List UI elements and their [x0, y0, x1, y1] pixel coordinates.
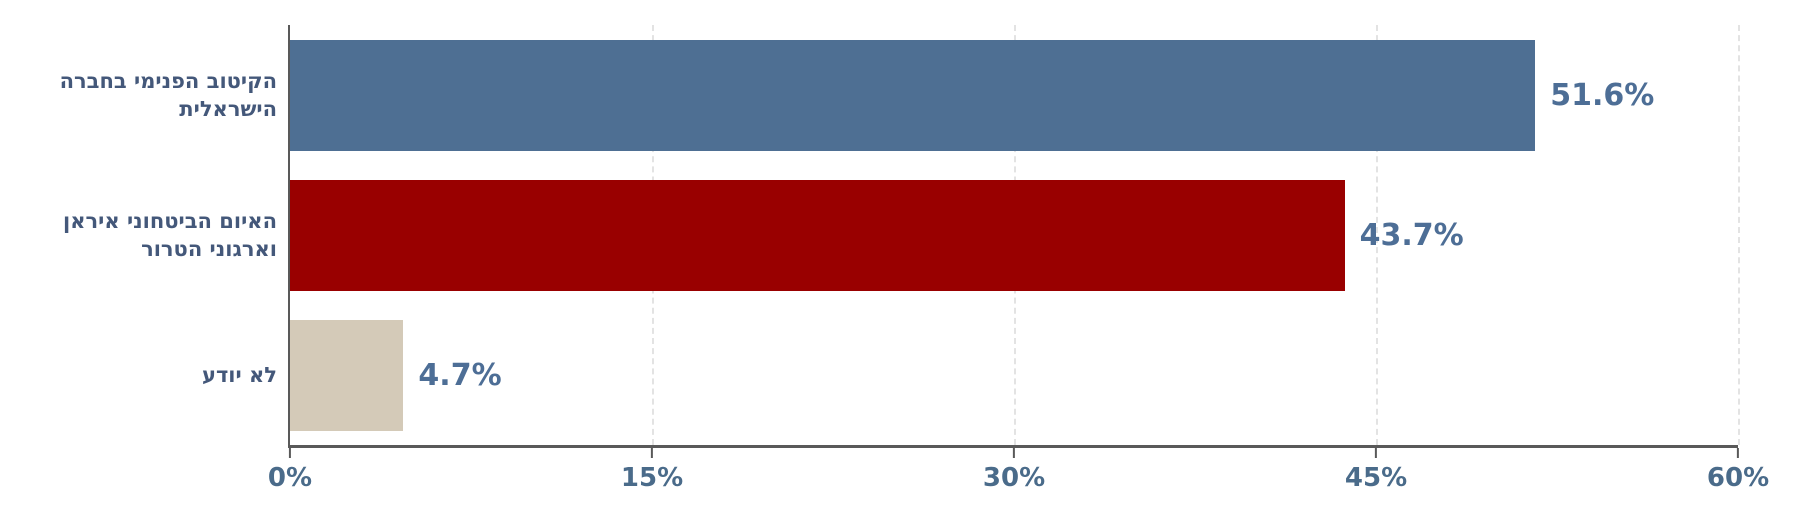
- category-label: לא יודע: [201, 362, 277, 387]
- x-tick: 30%: [983, 448, 1045, 493]
- bar-value-label: 51.6%: [1550, 77, 1655, 113]
- gridline: [1738, 25, 1740, 445]
- x-tick-label: 15%: [620, 463, 684, 493]
- x-tick-label: 60%: [1706, 463, 1770, 493]
- bar: [290, 39, 1536, 151]
- x-tick-label: 0%: [267, 463, 313, 493]
- plot-area: 51.6% 43.7% 4.7%: [288, 25, 1740, 448]
- x-tick-mark: [1374, 448, 1377, 458]
- x-tick-label: 30%: [982, 463, 1046, 493]
- category-label-cell: הקיטוב הפנימי בחברה הישראלית: [0, 25, 277, 165]
- x-tick: 15%: [621, 448, 683, 493]
- bar: [290, 319, 404, 431]
- x-tick-label: 45%: [1344, 463, 1408, 493]
- bar: [290, 179, 1345, 291]
- category-label: הקיטוב הפנימי בחברה הישראלית: [59, 68, 277, 121]
- bar-row: 4.7%: [290, 305, 1738, 445]
- x-tick: 0%: [268, 448, 312, 493]
- category-label-cell: האיום הביטחוני איראן וארגוני הטרור: [0, 165, 277, 305]
- x-tick-mark: [289, 448, 291, 458]
- category-label: האיום הביטחוני איראן וארגוני הטרור: [63, 208, 277, 261]
- x-tick-mark: [1012, 448, 1015, 458]
- x-tick-mark: [1736, 448, 1739, 458]
- bar-value-label: 43.7%: [1359, 217, 1464, 253]
- x-tick: 60%: [1707, 448, 1769, 493]
- gridline: [1376, 25, 1378, 445]
- bar-row: 43.7%: [290, 165, 1738, 305]
- x-tick-mark: [650, 448, 653, 458]
- x-tick: 45%: [1345, 448, 1407, 493]
- x-axis-ticks: 0% 15% 30% 45% 60%: [268, 448, 1769, 518]
- category-label-cell: לא יודע: [0, 305, 277, 445]
- category-labels: הקיטוב הפנימי בחברה הישראלית האיום הביטחו…: [0, 25, 277, 445]
- bar-value-label: 4.7%: [418, 357, 502, 393]
- bar-row: 51.6%: [290, 25, 1738, 165]
